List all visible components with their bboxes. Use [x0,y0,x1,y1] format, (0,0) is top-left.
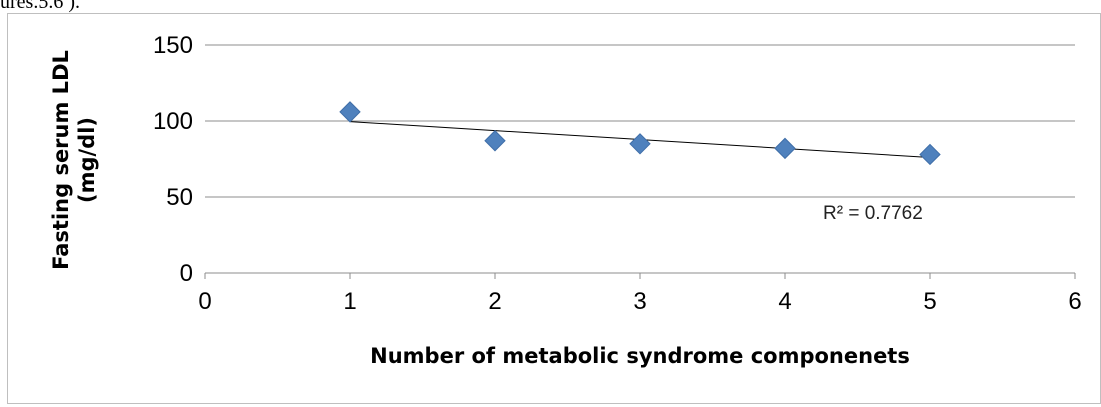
y-axis-title-line-1: Fasting serum LDL [49,50,73,270]
x-tick-label: 4 [778,288,791,315]
x-tick-label: 0 [198,288,211,315]
data-point [484,130,506,152]
y-tick-label: 0 [180,260,193,287]
x-tick-labels: 0 1 2 3 4 5 6 [198,288,1081,315]
x-tick-label: 1 [343,288,356,315]
y-tick-labels: 0 50 100 150 [153,32,193,287]
data-point [774,137,796,160]
data-point [919,143,941,166]
axes [204,272,1076,279]
gridlines [205,44,1075,198]
data-points [339,101,941,166]
y-tick-label: 100 [153,108,193,135]
x-tick-label: 3 [633,288,646,315]
data-point [629,133,651,155]
x-axis-title: Number of metabolic syndrome componenets [370,344,910,368]
x-tick-label: 5 [923,288,936,315]
x-tick-label: 2 [488,288,501,315]
y-tick-label: 50 [166,184,193,211]
caption-fragment: ures.5.6 ). [0,0,80,13]
x-tick-label: 6 [1068,288,1081,315]
y-axis-title-line-2: (mg/dl) [75,117,99,203]
r-squared-label: R² = 0.7762 [823,203,923,224]
data-point [339,101,361,123]
y-tick-label: 150 [153,32,193,59]
